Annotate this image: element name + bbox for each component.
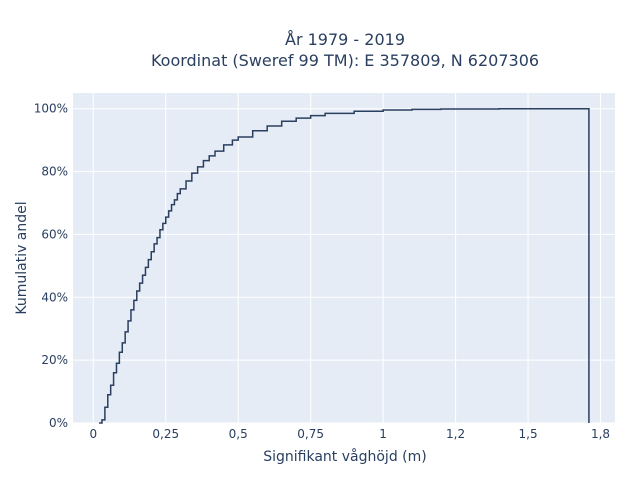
y-tick-label: 40% [41,290,68,304]
y-tick-label: 0% [49,416,68,430]
x-tick-label: 0 [89,427,97,441]
chart-title-line-2: Koordinat (Sweref 99 TM): E 357809, N 62… [151,51,539,70]
y-tick-label: 60% [41,227,68,241]
x-tick-label: 0,25 [152,427,179,441]
y-axis-ticks: 0% 20% 40% 60% 80% 100% [34,102,68,430]
plot-background [73,93,615,423]
x-tick-label: 0,75 [297,427,324,441]
x-tick-label: 1,2 [446,427,465,441]
x-tick-label: 1,5 [519,427,538,441]
x-tick-label: 1,8 [591,427,610,441]
y-tick-label: 100% [34,102,68,116]
x-axis-title: Signifikant våghöjd (m) [263,448,426,465]
x-tick-label: 0,5 [229,427,248,441]
x-tick-label: 1 [379,427,387,441]
chart-title-line-1: År 1979 - 2019 [285,30,405,49]
x-axis-ticks: 0 0,25 0,5 0,75 1 1,2 1,5 1,8 [89,427,610,441]
cumulative-step-line [99,107,590,424]
y-tick-label: 80% [41,165,68,179]
y-tick-label: 20% [41,353,68,367]
y-axis-title: Kumulativ andel [14,201,30,314]
